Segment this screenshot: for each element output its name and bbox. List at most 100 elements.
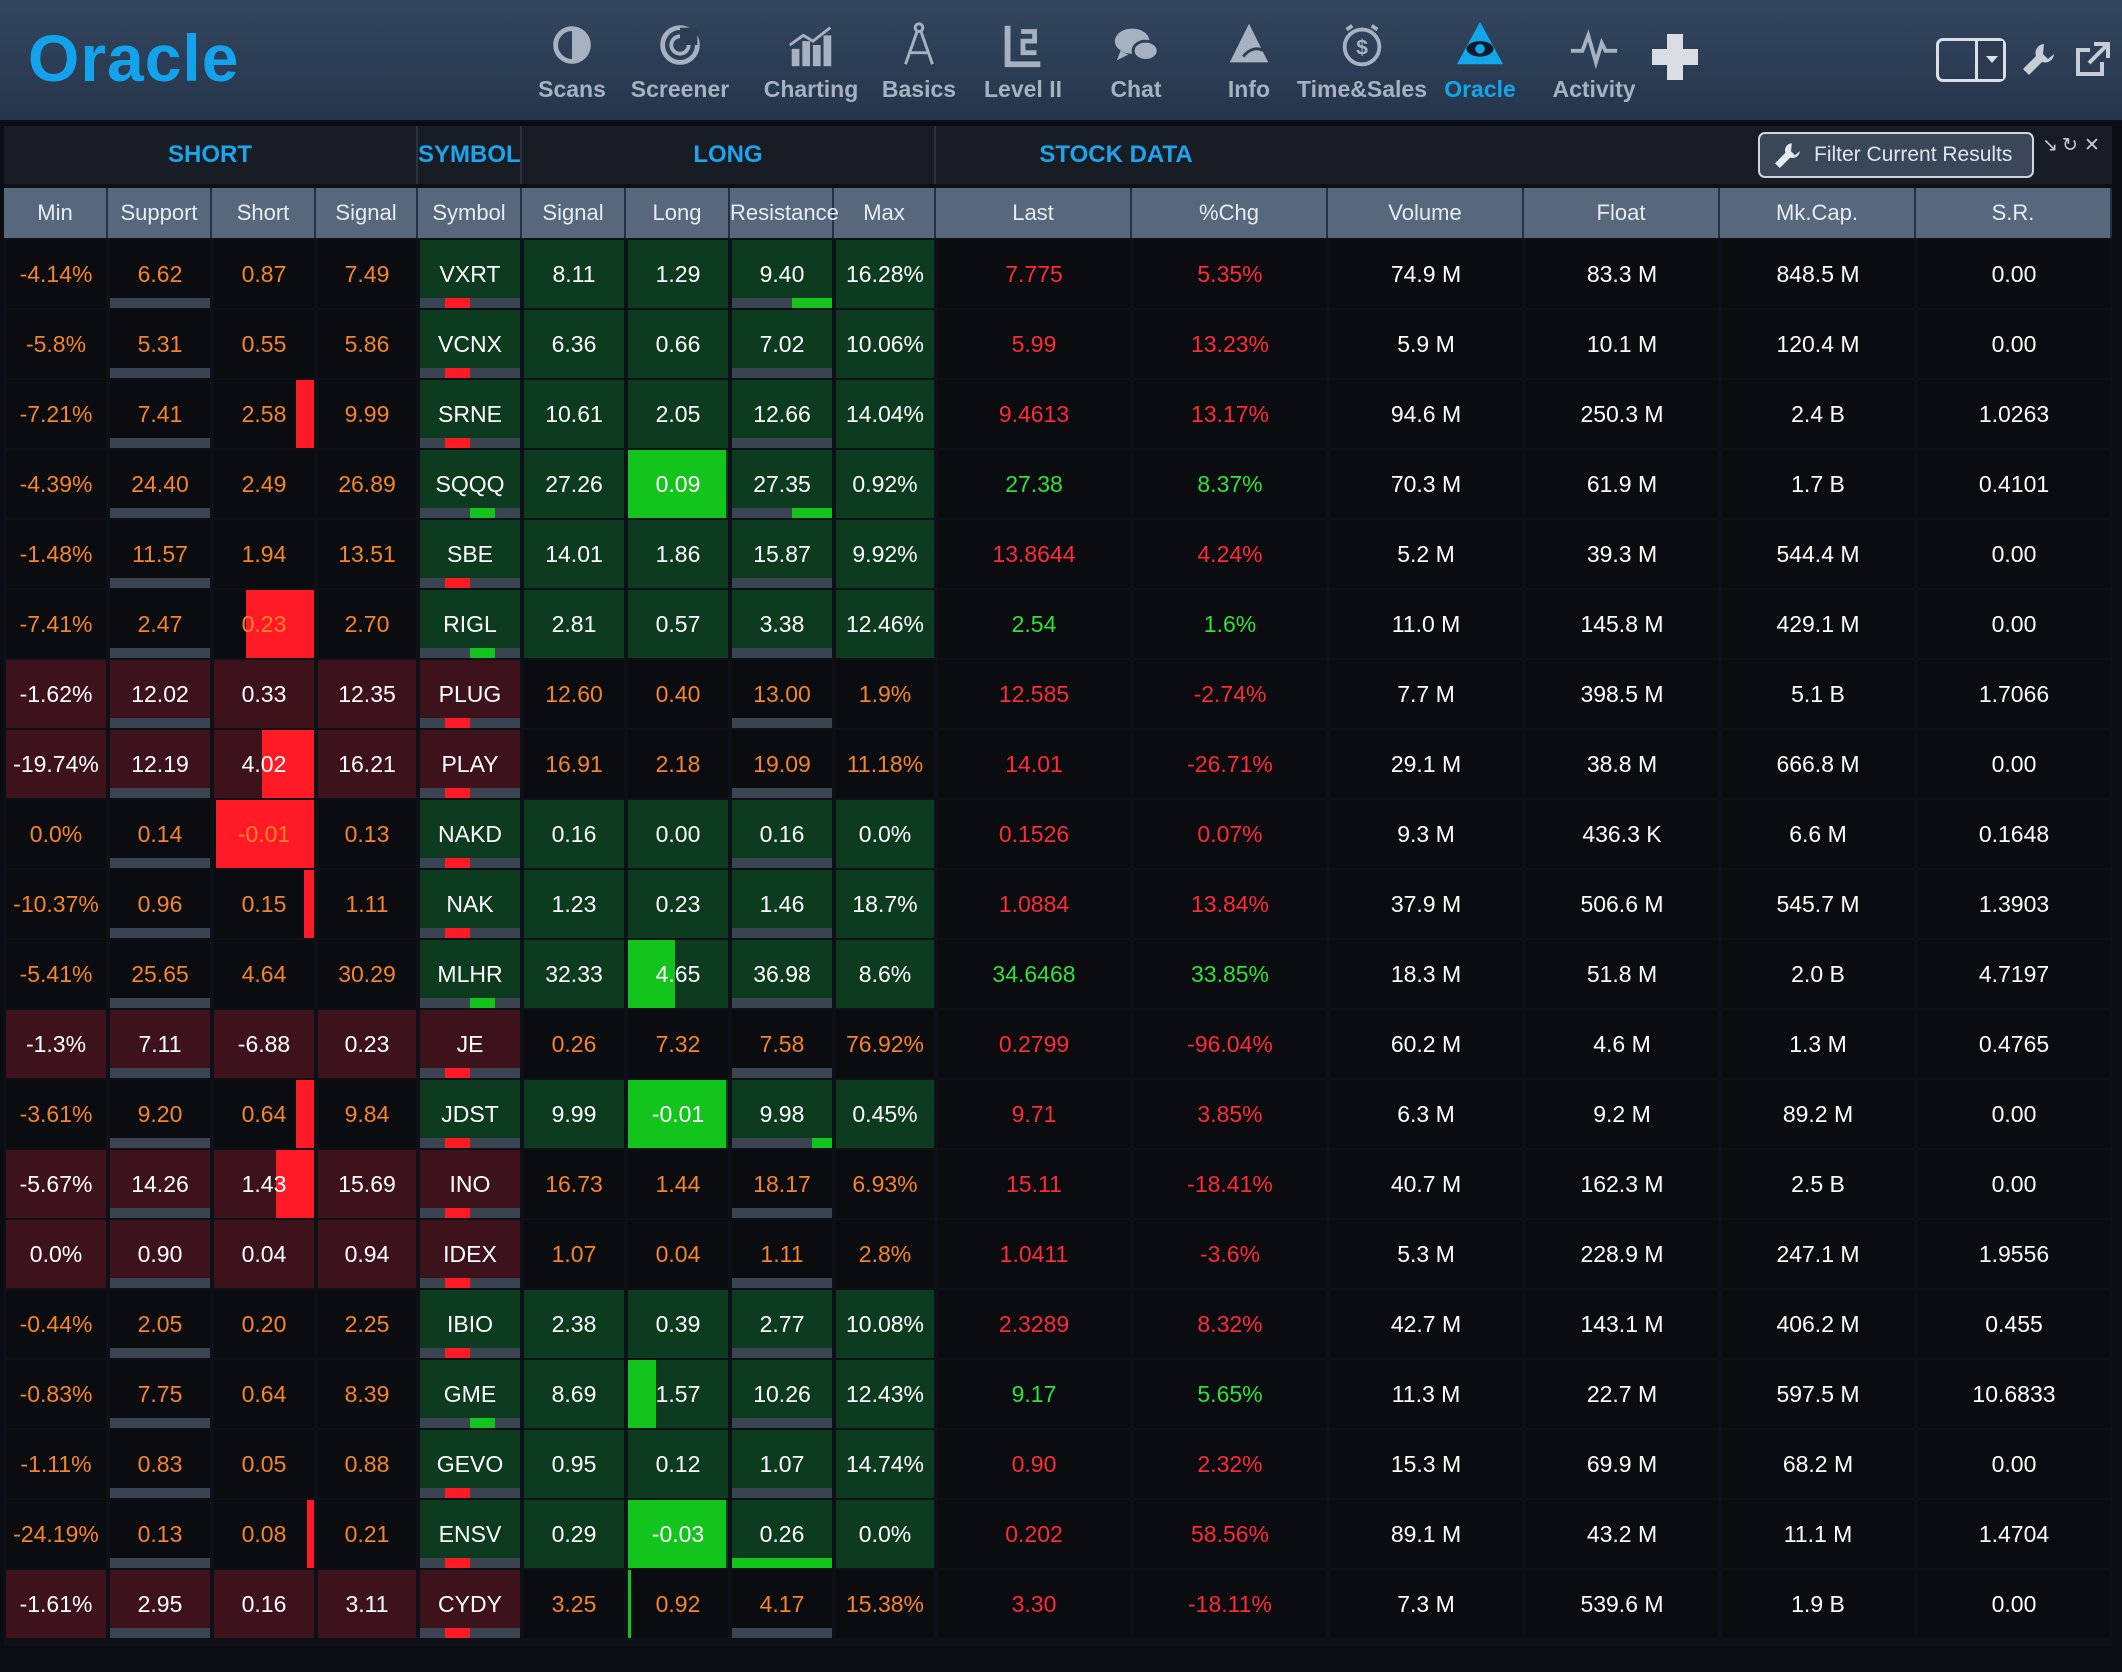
cell-value: 12.60 [545,681,603,707]
group-symbol: SYMBOL [418,126,522,184]
col-resistance-header[interactable]: Resistance [730,188,839,238]
table-row[interactable]: -5.41% 25.65 4.64 30.29 MLHR 32.33 4.65 36.98 8.… [4,940,2112,1010]
col-long-delta-cell: 2.05 [628,380,728,448]
table-row[interactable]: -10.37% 0.96 0.15 1.11 NAK 1.23 0.23 1.46 18.7% 1… [4,870,2112,940]
col-long-signal-cell: 0.26 [524,1010,624,1078]
col-pct-chg-cell: -2.74% [1134,660,1326,728]
tool-level2[interactable]: Level II [957,18,1089,110]
cell-value: 6.6 M [1789,821,1847,847]
tool-basics[interactable]: Basics [853,18,985,110]
col-sr-cell: 0.00 [1918,520,2110,588]
symbol-track [420,578,520,588]
col-volume-header[interactable]: Volume [1328,188,1524,238]
cell-value: 0.4765 [1978,1031,2050,1057]
table-row[interactable]: -7.41% 2.47 0.23 2.70 RIGL 2.81 0.57 3.38 12.46%… [4,590,2112,660]
close-icon[interactable]: ✕ [2084,135,2100,156]
tool-scans[interactable]: Scans [506,18,638,110]
cell-value: 162.3 M [1580,1171,1664,1197]
short-delta-bar [276,1150,314,1218]
col-support-header[interactable]: Support [108,188,212,238]
table-row[interactable]: -1.62% 12.02 0.33 12.35 PLUG 12.60 0.40 13.00 1.… [4,660,2112,730]
table-row[interactable]: -1.3% 7.11 -6.88 0.23 JE 0.26 7.32 7.58 76.92% 0.… [4,1010,2112,1080]
table-row[interactable]: -0.44% 2.05 0.20 2.25 IBIO 2.38 0.39 2.77 10.08%… [4,1290,2112,1360]
tool-chat[interactable]: Chat [1070,18,1202,110]
table-row[interactable]: -4.14% 6.62 0.87 7.49 VXRT 8.11 1.29 9.40 16.28%… [4,240,2112,310]
table-row[interactable]: -5.8% 5.31 0.55 5.86 VCNX 6.36 0.66 7.02 10.06% 5… [4,310,2112,380]
cell-value: 143.1 M [1580,1311,1664,1337]
cell-value: 0.90 [1011,1451,1057,1477]
filter-label: Filter Current Results [1814,143,2013,166]
tool-charting[interactable]: Charting [745,18,877,110]
cell-value: 11.3 M [1391,1381,1461,1407]
table-row[interactable]: -24.19% 0.13 0.08 0.21 ENSV 0.29 -0.03 0.26 0.0%… [4,1500,2112,1570]
filter-current-results-button[interactable]: Filter Current Results [1758,132,2034,178]
tool-screener[interactable]: Screener [614,18,746,110]
cell-value: 14.01 [545,541,603,567]
col-float-header[interactable]: Float [1524,188,1720,238]
tool-activity[interactable]: Activity [1528,18,1660,110]
table-row[interactable]: -19.74% 12.19 4.02 16.21 PLAY 16.91 2.18 19.09 1… [4,730,2112,800]
table-row[interactable]: -1.11% 0.83 0.05 0.88 GEVO 0.95 0.12 1.07 14.74%… [4,1430,2112,1500]
col-short-delta-cell: 1.94 [214,520,314,588]
tool-timesales[interactable]: $ Time&Sales [1296,18,1428,110]
cell-value: ENSV [438,1521,502,1547]
cell-value: 6.62 [137,261,183,287]
tool-oracle[interactable]: Oracle [1414,18,1546,110]
col-mkcap-header[interactable]: Mk.Cap. [1720,188,1916,238]
col-mkcap-cell: 247.1 M [1722,1220,1914,1288]
cell-value: 0.09 [655,471,701,497]
compass-icon [904,22,934,65]
symbol-track [420,1628,520,1638]
col-pct-chg-header[interactable]: %Chg [1132,188,1328,238]
col-long-delta-header[interactable]: Long Delta [626,188,730,275]
settings-small-icon[interactable]: ↘ [2042,135,2058,156]
tool-info[interactable]: Info [1183,18,1315,110]
cell-value: 30.29 [338,961,396,987]
col-mkcap-cell: 429.1 M [1722,590,1914,658]
table-row[interactable]: -1.48% 11.57 1.94 13.51 SBE 14.01 1.86 15.87 9.9… [4,520,2112,590]
add-tool-icon[interactable] [1648,30,1702,84]
col-last-cell: 2.3289 [938,1290,1130,1358]
col-short-delta-header[interactable]: Short Delta [212,188,316,275]
range-track [110,1558,210,1568]
col-sr-header[interactable]: S.R. [1916,188,2112,238]
table-row[interactable]: -1.61% 2.95 0.16 3.11 CYDY 3.25 0.92 4.17 15.38%… [4,1570,2112,1640]
col-max-header[interactable]: Max [834,188,936,238]
restore-icon[interactable]: ↻ [2062,135,2078,156]
col-mkcap-cell: 120.4 M [1722,310,1914,378]
table-row[interactable]: -3.61% 9.20 0.64 9.84 JDST 9.99 -0.01 9.98 0.45%… [4,1080,2112,1150]
col-min-header[interactable]: Min [4,188,108,238]
layout-dropdown-button[interactable] [1936,38,2006,82]
cell-value: 5.86 [344,331,390,357]
col-symbol-header[interactable]: Symbol [418,188,522,238]
charting-icon [788,26,832,67]
col-long-signal-header[interactable]: Signal [522,188,626,238]
screener-icon [660,25,700,65]
table-row[interactable]: -5.67% 14.26 1.43 15.69 INO 16.73 1.44 18.17 6.9… [4,1150,2112,1220]
table-row[interactable]: 0.0% 0.14 -0.01 0.13 NAKD 0.16 0.00 0.16 0.0% 0.1… [4,800,2112,870]
col-short-delta-cell: 2.58 [214,380,314,448]
table-row[interactable]: 0.0% 0.90 0.04 0.94 IDEX 1.07 0.04 1.11 2.8% 1.04… [4,1220,2112,1290]
col-last-header[interactable]: Last [936,188,1132,238]
col-float-cell: 143.1 M [1526,1290,1718,1358]
table-row[interactable]: -0.83% 7.75 0.64 8.39 GME 8.69 1.57 10.26 12.43%… [4,1360,2112,1430]
col-float-cell: 539.6 M [1526,1570,1718,1638]
col-float-cell: 250.3 M [1526,380,1718,448]
cell-value: 0.00 [1991,261,2037,287]
col-pct-chg-cell: -26.71% [1134,730,1326,798]
cell-value: JDST [441,1101,499,1127]
cell-value: 1.6% [1203,611,1257,637]
table-row[interactable]: -7.21% 7.41 2.58 9.99 SRNE 10.61 2.05 12.66 14.0… [4,380,2112,450]
col-pct-chg-cell: 8.32% [1134,1290,1326,1358]
col-short-signal-header[interactable]: Signal [316,188,418,238]
cell-value: 12.585 [998,681,1070,707]
cell-value: 5.31 [137,331,183,357]
table-row[interactable]: -4.39% 24.40 2.49 26.89 SQQQ 27.26 0.09 27.35 0.… [4,450,2112,520]
wrench-icon[interactable] [2018,40,2058,80]
range-track [110,1418,210,1428]
cell-value: 0.05 [241,1451,287,1477]
popout-window-icon[interactable] [2072,40,2112,80]
cell-value: 0.92% [852,471,918,497]
cell-value: 2.81 [551,611,597,637]
cell-value: 0.95 [551,1451,597,1477]
